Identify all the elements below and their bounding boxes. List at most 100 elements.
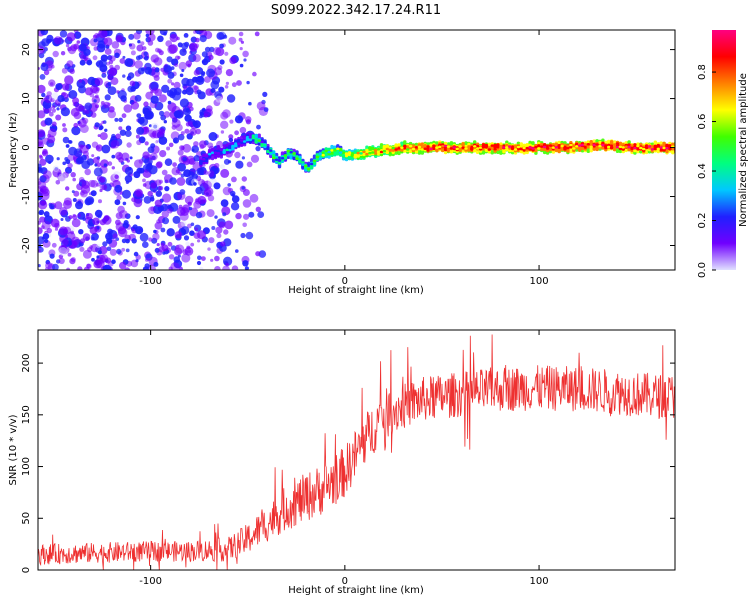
spectrogram-noise-blob xyxy=(94,209,103,218)
spectrogram-noise-blob xyxy=(154,221,163,230)
spectrogram-noise-blob xyxy=(72,177,76,182)
spectrogram-noise-blob xyxy=(73,122,79,128)
spectrogram-noise-blob xyxy=(38,220,41,225)
spectrogram-noise-blob xyxy=(197,239,201,243)
spectrogram-signal-cell xyxy=(205,157,209,163)
colorbar: 0.0 0.2 0.4 0.6 0.8 Normalized spectral ampl… xyxy=(697,30,749,278)
spectrogram-noise-blob xyxy=(226,94,236,103)
spectrogram-noise-blob xyxy=(166,228,175,237)
spectrogram-signal-cell xyxy=(455,147,459,151)
spectrogram-noise-blob xyxy=(150,182,157,189)
spectrogram-noise-blob xyxy=(38,227,43,235)
spectrogram-noise-blob xyxy=(68,215,73,220)
spectrogram-noise-blob xyxy=(73,43,80,50)
spectrogram-noise-blob xyxy=(206,209,215,218)
spectrogram-signal-cell xyxy=(607,145,611,149)
spectrogram-noise-blob xyxy=(51,92,59,101)
spectrogram-signal-cell xyxy=(560,144,564,148)
spectrogram-signal-cell xyxy=(333,149,337,152)
spectrogram-noise-blob xyxy=(90,236,95,241)
spectrogram-noise-blob xyxy=(62,123,66,127)
spectrogram-signal-cell xyxy=(207,152,212,156)
spectrogram-noise-blob xyxy=(114,64,120,71)
spectrogram-noise-blob xyxy=(46,34,54,43)
spectrogram-noise-blob xyxy=(202,199,207,203)
spectrogram-signal-cell xyxy=(400,146,404,149)
spectrogram-noise-blob xyxy=(184,128,190,134)
spectrogram-noise-blob xyxy=(199,35,207,43)
spectrogram-noise-blob xyxy=(185,87,194,96)
spectrogram-noise-blob xyxy=(163,64,172,73)
spectrogram-noise-blob xyxy=(190,36,197,43)
spectrogram-noise-blob xyxy=(43,170,52,179)
spectrogram-noise-blob xyxy=(93,38,98,43)
spectrogram-noise-blob xyxy=(172,137,180,144)
spectrogram-noise-blob xyxy=(59,30,68,38)
spectrogram-signal-cell xyxy=(344,153,349,156)
spectrogram-noise-blob xyxy=(128,43,132,47)
spectrogram-noise-blob xyxy=(93,46,99,51)
snr-xlabel: Height of straight line (km) xyxy=(288,585,424,596)
spectrogram-noise-blob xyxy=(123,104,133,113)
spectrogram-noise-blob xyxy=(41,225,45,230)
spectrogram-noise-blob xyxy=(66,60,74,68)
spectrogram-noise-blob xyxy=(135,55,141,61)
spectrogram-noise-blob xyxy=(41,220,51,230)
spectrogram-noise-blob xyxy=(193,30,197,34)
spectrogram-noise-blob xyxy=(224,220,234,230)
spectrogram-signal-cell xyxy=(557,144,561,148)
spectrogram-noise-blob xyxy=(52,50,59,58)
spectrogram-noise-blob xyxy=(161,84,170,93)
spectrogram-noise-blob xyxy=(201,51,208,58)
spectrogram-noise-blob xyxy=(235,160,244,169)
spectrogram-noise-blob xyxy=(129,43,136,50)
spectrogram-noise-blob xyxy=(187,201,193,206)
spectrogram-noise-blob xyxy=(119,129,127,136)
spectrogram-noise-blob xyxy=(52,165,60,172)
spectrogram-signal-cell xyxy=(417,145,422,149)
spectrogram-signal-cell xyxy=(408,144,413,148)
spectrogram-noise-blob xyxy=(148,237,153,242)
spectrogram-noise-blob xyxy=(75,103,84,112)
spectrogram-noise-blob xyxy=(118,126,123,131)
spectrogram-noise-blob xyxy=(220,241,226,247)
spectrogram-noise-blob xyxy=(193,85,198,91)
spectrogram-noise-blob xyxy=(197,255,202,261)
spectrogram-noise-blob xyxy=(103,163,108,167)
spectrogram-noise-blob xyxy=(135,215,140,220)
spectrogram-signal-cell xyxy=(394,148,398,151)
spectrogram-signal-cell xyxy=(374,149,378,152)
spectrogram-noise-blob xyxy=(170,66,175,70)
spectrogram-noise-blob xyxy=(107,161,113,166)
spectrogram-signal-cell xyxy=(566,144,570,148)
spectrogram-signal-cell xyxy=(519,145,523,148)
spectrogram-noise-blob xyxy=(213,99,221,107)
spectrogram-noise-blob xyxy=(188,206,193,211)
spectrogram-noise-blob xyxy=(90,112,97,118)
spectrogram-noise-blob xyxy=(142,241,149,248)
spectrogram-noise-blob xyxy=(131,238,137,244)
spectrogram-noise-blob xyxy=(202,107,206,112)
spectrogram-noise-blob xyxy=(248,101,252,106)
spectrogram-noise-blob xyxy=(150,122,159,132)
spectrogram-noise-blob xyxy=(225,262,229,267)
spectrogram-noise-blob xyxy=(68,90,78,99)
spectrogram-noise-blob xyxy=(215,47,225,57)
spectrogram-noise-blob xyxy=(142,151,150,159)
spectrogram-noise-blob xyxy=(171,167,180,176)
spectrogram-noise-blob xyxy=(158,50,164,56)
spectrogram-signal-cell xyxy=(668,148,672,151)
spectrogram-signal-cell xyxy=(528,146,532,149)
spectrogram-signal-cell xyxy=(467,145,471,148)
spectrogram-noise-blob xyxy=(62,171,69,178)
spectrogram-noise-blob xyxy=(99,64,108,73)
spectrogram-noise-blob xyxy=(62,127,68,133)
spectrogram-noise-blob xyxy=(201,73,205,77)
spectrogram-noise-blob xyxy=(121,238,127,244)
spectrogram-noise-blob xyxy=(192,54,201,63)
spectrogram-noise-blob xyxy=(43,211,50,217)
spectrogram-signal-cell xyxy=(242,140,247,143)
spectrogram-noise-blob xyxy=(225,81,229,85)
spectrogram-noise-blob xyxy=(158,185,164,191)
spectrogram-noise-blob xyxy=(101,144,111,154)
